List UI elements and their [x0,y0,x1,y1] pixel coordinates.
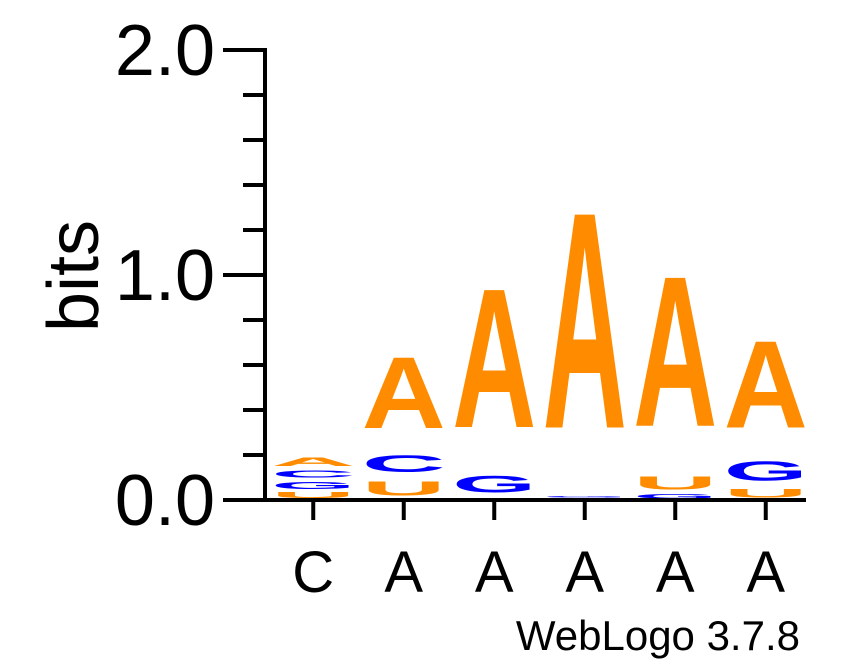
logo-column-6: UGA [724,315,808,500]
x-tick-label: A [384,540,423,605]
logo-letter-u: U [362,477,446,500]
logo-letter-g: G [724,455,808,486]
logo-letter-u: U [633,473,717,493]
y-axis: 0.0 1.0 2.0 [115,11,267,541]
logo-letter-g: G [452,471,536,498]
logo-column-5: GUA [633,232,717,500]
x-tick-label: A [475,540,514,605]
y-tick-label: 1.0 [115,236,215,316]
logo-letter-u: U [724,486,808,500]
logo-letter-a: A [724,315,808,455]
y-tick-label: 0.0 [115,461,215,541]
x-tick-label: A [565,540,604,605]
logo-letter-a: A [633,232,717,472]
y-axis-label: bits [34,220,114,332]
logo-letter-a: A [452,248,536,470]
logo-column-2: UCA [362,336,446,500]
x-tick-label: C [292,540,334,605]
logo-letter-a: A [362,336,446,450]
logo-letter-a: A [271,455,355,469]
logo-column-4: CGA [543,147,627,500]
y-tick-label: 2.0 [115,11,215,91]
logo-letter-g: G [271,480,355,491]
logo-letter-g: G [543,496,627,498]
x-tick-label: A [656,540,695,605]
logo-letter-g: G [633,493,717,500]
weblogo-credit: WebLogo 3.7.8 [516,612,800,659]
logo-column-3: UGA [452,248,536,500]
logo-letter-c: C [362,450,446,477]
logo-letter-stacks: UGCAUCAUGACGAGUAUGA [271,147,808,500]
logo-letter-u: U [271,491,355,500]
x-tick-label: A [746,540,785,605]
logo-letter-a: A [543,147,627,494]
logo-letter-c: C [271,469,355,480]
